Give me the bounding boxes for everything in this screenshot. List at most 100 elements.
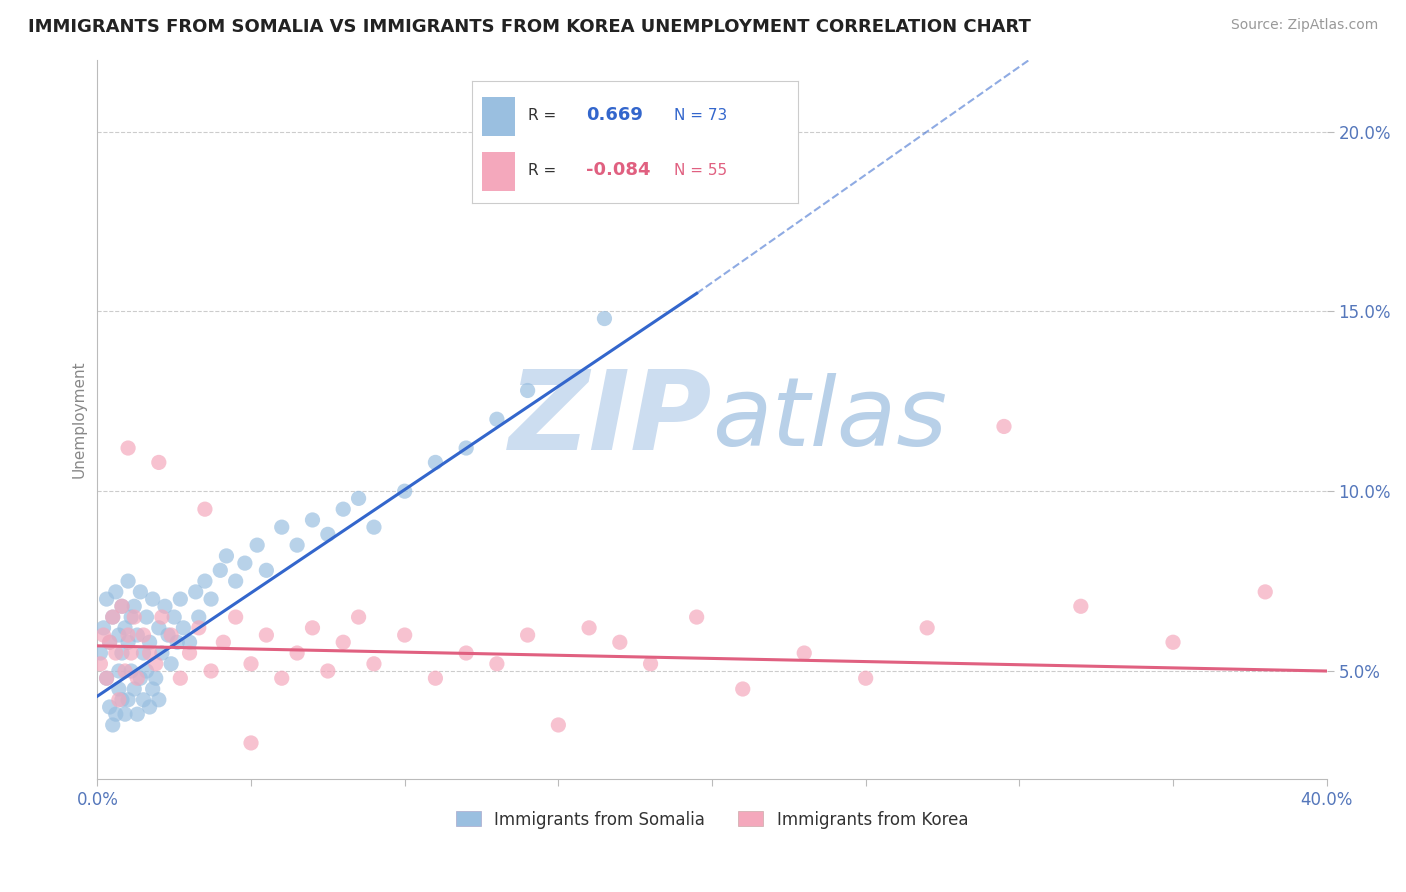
Text: IMMIGRANTS FROM SOMALIA VS IMMIGRANTS FROM KOREA UNEMPLOYMENT CORRELATION CHART: IMMIGRANTS FROM SOMALIA VS IMMIGRANTS FR… bbox=[28, 18, 1031, 36]
Point bbox=[685, 610, 707, 624]
Point bbox=[254, 563, 277, 577]
Point bbox=[129, 585, 152, 599]
Point bbox=[132, 646, 155, 660]
Text: Source: ZipAtlas.com: Source: ZipAtlas.com bbox=[1230, 18, 1378, 32]
Point bbox=[394, 628, 416, 642]
Point bbox=[145, 657, 167, 671]
Point bbox=[132, 693, 155, 707]
Point bbox=[179, 646, 201, 660]
Point bbox=[363, 657, 385, 671]
Point bbox=[316, 664, 339, 678]
Point bbox=[166, 635, 188, 649]
Point bbox=[347, 610, 370, 624]
Text: ZIP: ZIP bbox=[509, 366, 711, 473]
Point bbox=[1161, 635, 1184, 649]
Point bbox=[89, 657, 111, 671]
Point bbox=[640, 657, 662, 671]
Point bbox=[993, 419, 1015, 434]
Point bbox=[101, 718, 124, 732]
Point bbox=[153, 599, 176, 614]
Point bbox=[855, 671, 877, 685]
Point bbox=[485, 657, 508, 671]
Point bbox=[129, 671, 152, 685]
Point bbox=[96, 592, 118, 607]
Point bbox=[117, 693, 139, 707]
Point bbox=[104, 646, 127, 660]
Point bbox=[122, 681, 145, 696]
Point bbox=[225, 610, 247, 624]
Point bbox=[270, 520, 292, 534]
Point bbox=[200, 592, 222, 607]
Point bbox=[122, 599, 145, 614]
Point bbox=[98, 635, 121, 649]
Point bbox=[132, 628, 155, 642]
Point bbox=[120, 664, 142, 678]
Point bbox=[301, 513, 323, 527]
Point bbox=[485, 412, 508, 426]
Point bbox=[593, 311, 616, 326]
Point bbox=[120, 646, 142, 660]
Point bbox=[135, 610, 157, 624]
Point bbox=[394, 484, 416, 499]
Point bbox=[150, 646, 173, 660]
Point bbox=[184, 585, 207, 599]
Point bbox=[163, 610, 186, 624]
Point bbox=[456, 441, 478, 455]
Point bbox=[187, 621, 209, 635]
Point bbox=[111, 599, 134, 614]
Point bbox=[194, 502, 217, 516]
Point bbox=[285, 538, 308, 552]
Point bbox=[114, 621, 136, 635]
Point bbox=[89, 646, 111, 660]
Point bbox=[169, 671, 191, 685]
Point bbox=[285, 646, 308, 660]
Point bbox=[254, 628, 277, 642]
Point bbox=[96, 671, 118, 685]
Point bbox=[425, 671, 447, 685]
Point bbox=[215, 549, 238, 563]
Point bbox=[516, 384, 538, 398]
Point bbox=[456, 646, 478, 660]
Point bbox=[148, 621, 170, 635]
Point bbox=[1070, 599, 1092, 614]
Point bbox=[363, 520, 385, 534]
Point bbox=[114, 664, 136, 678]
Point bbox=[108, 628, 131, 642]
Point bbox=[347, 491, 370, 506]
Point bbox=[117, 574, 139, 588]
Point bbox=[516, 628, 538, 642]
Point bbox=[148, 455, 170, 469]
Point bbox=[111, 646, 134, 660]
Point bbox=[194, 574, 217, 588]
Point bbox=[108, 681, 131, 696]
Point bbox=[172, 621, 194, 635]
Point bbox=[114, 707, 136, 722]
Point bbox=[117, 628, 139, 642]
Point bbox=[111, 599, 134, 614]
Point bbox=[150, 610, 173, 624]
Point bbox=[685, 132, 707, 146]
Point bbox=[96, 671, 118, 685]
Point bbox=[98, 700, 121, 714]
Point bbox=[240, 736, 263, 750]
Y-axis label: Unemployment: Unemployment bbox=[72, 360, 86, 478]
Point bbox=[160, 628, 183, 642]
Point bbox=[731, 681, 754, 696]
Point bbox=[98, 635, 121, 649]
Point bbox=[135, 664, 157, 678]
Point bbox=[187, 610, 209, 624]
Point bbox=[270, 671, 292, 685]
Point bbox=[233, 556, 256, 570]
Point bbox=[111, 693, 134, 707]
Point bbox=[240, 657, 263, 671]
Point bbox=[915, 621, 938, 635]
Point bbox=[104, 707, 127, 722]
Point bbox=[148, 693, 170, 707]
Point bbox=[138, 635, 160, 649]
Point bbox=[117, 441, 139, 455]
Point bbox=[142, 592, 165, 607]
Point bbox=[209, 563, 232, 577]
Point bbox=[117, 635, 139, 649]
Point bbox=[169, 592, 191, 607]
Point bbox=[1254, 585, 1277, 599]
